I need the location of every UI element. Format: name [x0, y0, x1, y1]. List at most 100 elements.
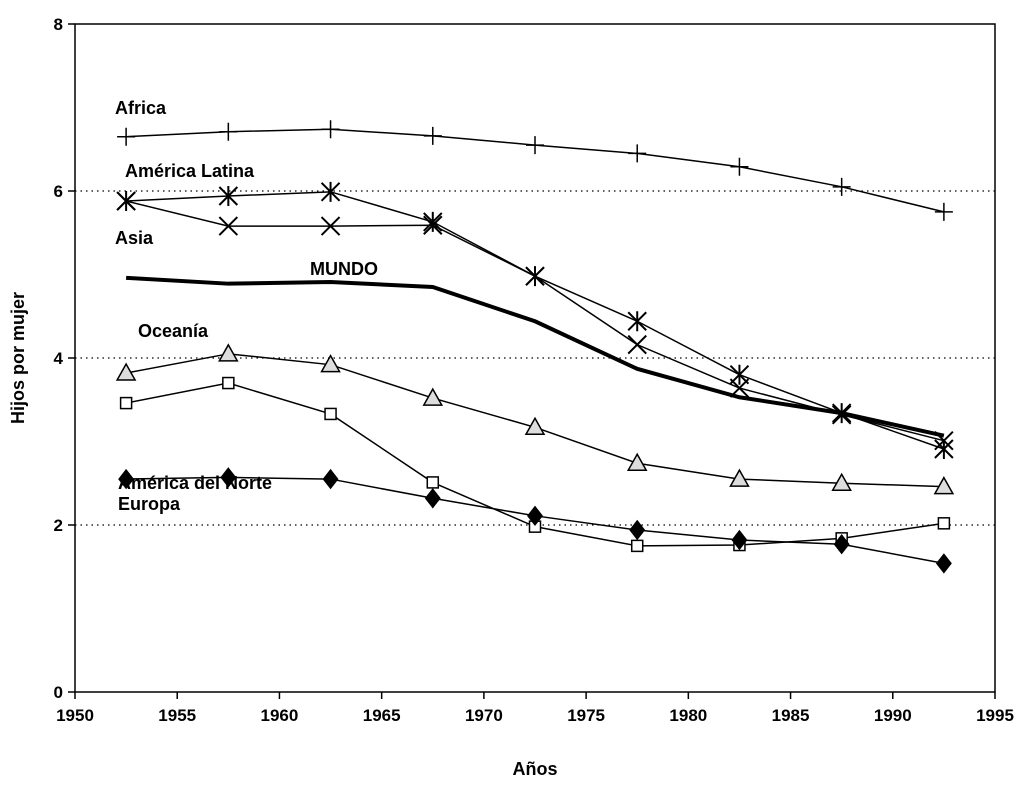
marker-shape [626, 452, 648, 471]
marker-shape [730, 157, 749, 176]
marker-shape [630, 539, 644, 553]
series-label: Africa [115, 98, 167, 118]
marker [934, 439, 954, 460]
marker-shape [320, 216, 341, 236]
marker-shape [218, 343, 239, 362]
marker [218, 343, 239, 362]
marker-shape [526, 136, 544, 155]
marker [730, 157, 749, 176]
marker [833, 533, 850, 555]
marker [422, 387, 444, 406]
y-tick-label: 0 [54, 683, 63, 702]
marker-shape [320, 354, 341, 373]
marker [423, 215, 443, 235]
y-axis-label: Hijos por mujer [8, 292, 28, 424]
marker [629, 519, 646, 541]
series-label: América del Norte [118, 473, 272, 493]
marker-shape [627, 334, 647, 355]
marker [218, 216, 239, 236]
marker [832, 177, 851, 196]
y-tick-label: 4 [54, 349, 64, 368]
y-tick-label: 8 [54, 15, 63, 34]
marker-shape [423, 126, 442, 145]
series-label: América Latina [125, 161, 255, 181]
marker [119, 396, 133, 410]
marker [934, 202, 953, 221]
marker-shape [218, 186, 239, 207]
marker [831, 472, 852, 491]
marker [218, 186, 239, 207]
marker [526, 136, 544, 155]
x-tick-label: 1965 [363, 706, 401, 725]
marker-shape [424, 488, 441, 509]
marker-shape [628, 144, 647, 163]
marker [627, 311, 647, 332]
marker-shape [934, 202, 953, 221]
marker-shape [115, 362, 137, 381]
x-tick-label: 1955 [158, 706, 196, 725]
marker [117, 127, 136, 146]
marker-shape [627, 311, 647, 332]
marker-shape [119, 396, 133, 410]
marker-shape [934, 439, 954, 460]
x-tick-label: 1975 [567, 706, 605, 725]
marker [424, 488, 441, 509]
marker-shape [729, 468, 750, 487]
x-axis-label: Años [513, 759, 558, 779]
marker-shape [423, 215, 443, 235]
marker [731, 529, 748, 551]
marker [320, 354, 341, 373]
series-label: MUNDO [310, 259, 378, 279]
marker [321, 120, 340, 139]
marker-shape [320, 181, 341, 202]
marker-shape [933, 476, 955, 495]
series-label: Oceanía [138, 321, 209, 341]
marker [222, 376, 235, 390]
marker-shape [832, 177, 851, 196]
marker [626, 452, 648, 471]
x-tick-label: 1985 [772, 706, 810, 725]
marker-shape [833, 533, 850, 555]
x-tick-label: 1990 [874, 706, 912, 725]
marker-shape [935, 553, 952, 574]
marker-shape [422, 387, 444, 406]
marker-shape [116, 191, 136, 211]
marker-shape [524, 416, 546, 436]
marker [320, 216, 341, 236]
marker-shape [218, 216, 239, 236]
marker-shape [527, 505, 543, 527]
y-tick-label: 6 [54, 182, 63, 201]
marker-shape [219, 122, 238, 141]
marker [219, 122, 238, 141]
marker [423, 126, 442, 145]
marker-shape [525, 266, 545, 286]
marker [524, 416, 546, 436]
marker-shape [321, 120, 340, 139]
marker [116, 191, 136, 211]
marker [320, 181, 341, 202]
series-label: Asia [115, 228, 154, 248]
marker [630, 539, 644, 553]
marker [628, 144, 647, 163]
x-tick-label: 1980 [669, 706, 707, 725]
marker [115, 362, 137, 381]
marker-shape [629, 519, 646, 541]
marker [627, 334, 647, 355]
marker-shape [937, 517, 951, 530]
x-tick-label: 1960 [261, 706, 299, 725]
marker-shape [222, 376, 235, 390]
marker-shape [118, 468, 135, 490]
marker-shape [731, 529, 748, 551]
marker-shape [220, 467, 237, 488]
marker [525, 266, 545, 286]
marker [729, 468, 750, 487]
marker [933, 476, 955, 495]
x-tick-label: 1995 [976, 706, 1014, 725]
marker [118, 468, 135, 490]
marker-shape [426, 476, 440, 489]
marker-shape [324, 407, 337, 421]
marker [220, 467, 237, 488]
marker-shape [322, 468, 339, 490]
x-tick-label: 1950 [56, 706, 94, 725]
